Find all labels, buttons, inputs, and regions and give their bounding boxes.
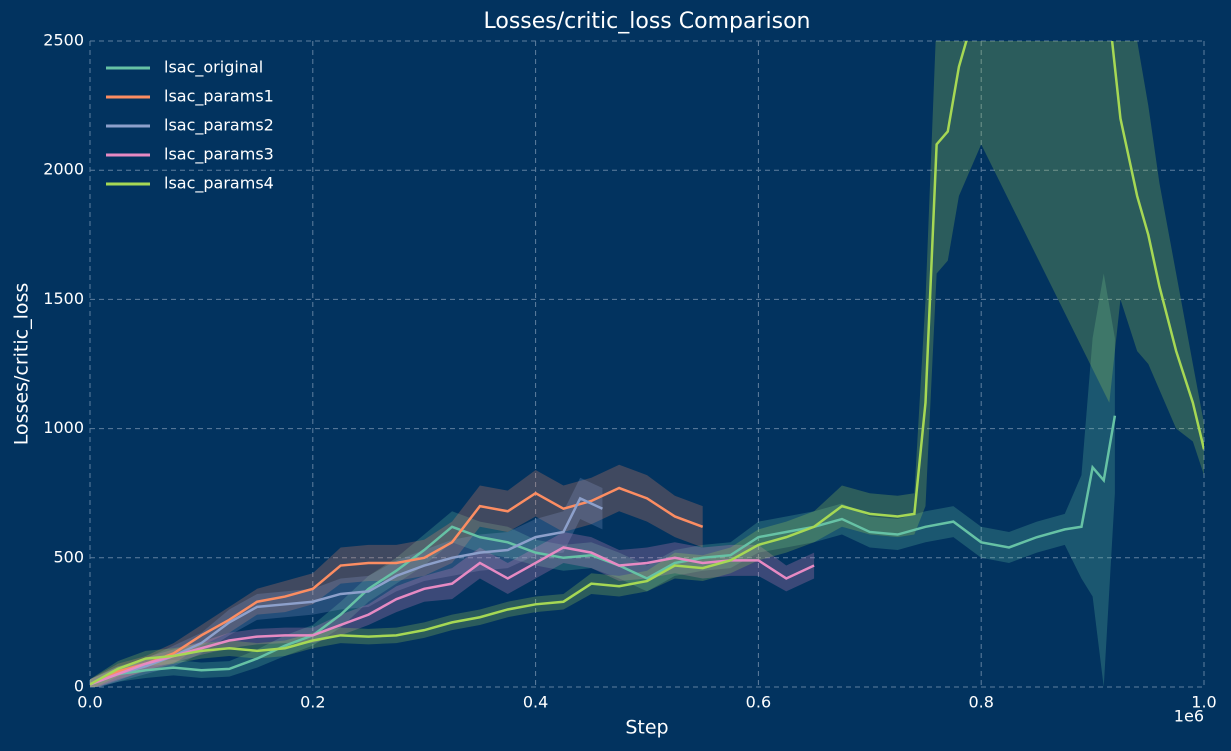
y-tick-label: 1500 xyxy=(43,289,84,308)
x-tick-label: 0.0 xyxy=(77,693,102,712)
legend-label: lsac_params2 xyxy=(164,116,274,136)
legend: lsac_original lsac_params1 lsac_params2lsa… xyxy=(106,58,274,194)
y-tick-label: 1000 xyxy=(43,418,84,437)
x-offset-label: 1e6 xyxy=(1174,707,1204,726)
x-tick-label: 1.0 xyxy=(1191,693,1216,712)
series-line xyxy=(90,415,1117,686)
legend-label: lsac_params1 xyxy=(164,87,274,107)
series-line xyxy=(90,486,704,686)
y-axis-label: Losses/critic_loss xyxy=(11,283,33,446)
y-tick-label: 500 xyxy=(53,547,84,566)
confidence-band xyxy=(90,477,603,687)
x-tick-label: 0.4 xyxy=(523,693,548,712)
grid: 0.0 0.2 0.4 0.6 0.8 1.0 0 500 1000 1500 2000 2500 xyxy=(43,31,1216,712)
series-line xyxy=(90,546,815,686)
chart-title: Losses/critic_loss Comparison xyxy=(484,9,811,34)
legend-label: lsac_params4 xyxy=(164,174,274,194)
y-tick-label: 0 xyxy=(74,677,84,696)
legend-label: lsac_original xyxy=(164,58,263,78)
x-tick-label: 0.6 xyxy=(746,693,771,712)
x-tick-label: 0.8 xyxy=(968,693,993,712)
x-tick-label: 0.2 xyxy=(300,693,325,712)
plot-area xyxy=(90,41,1204,687)
y-tick-label: 2500 xyxy=(43,31,84,50)
series-line xyxy=(90,41,1204,686)
legend-label: lsac_params3 xyxy=(164,145,274,165)
x-axis-label: Step xyxy=(625,717,668,739)
confidence-band xyxy=(90,41,1204,687)
y-tick-label: 2000 xyxy=(43,160,84,179)
